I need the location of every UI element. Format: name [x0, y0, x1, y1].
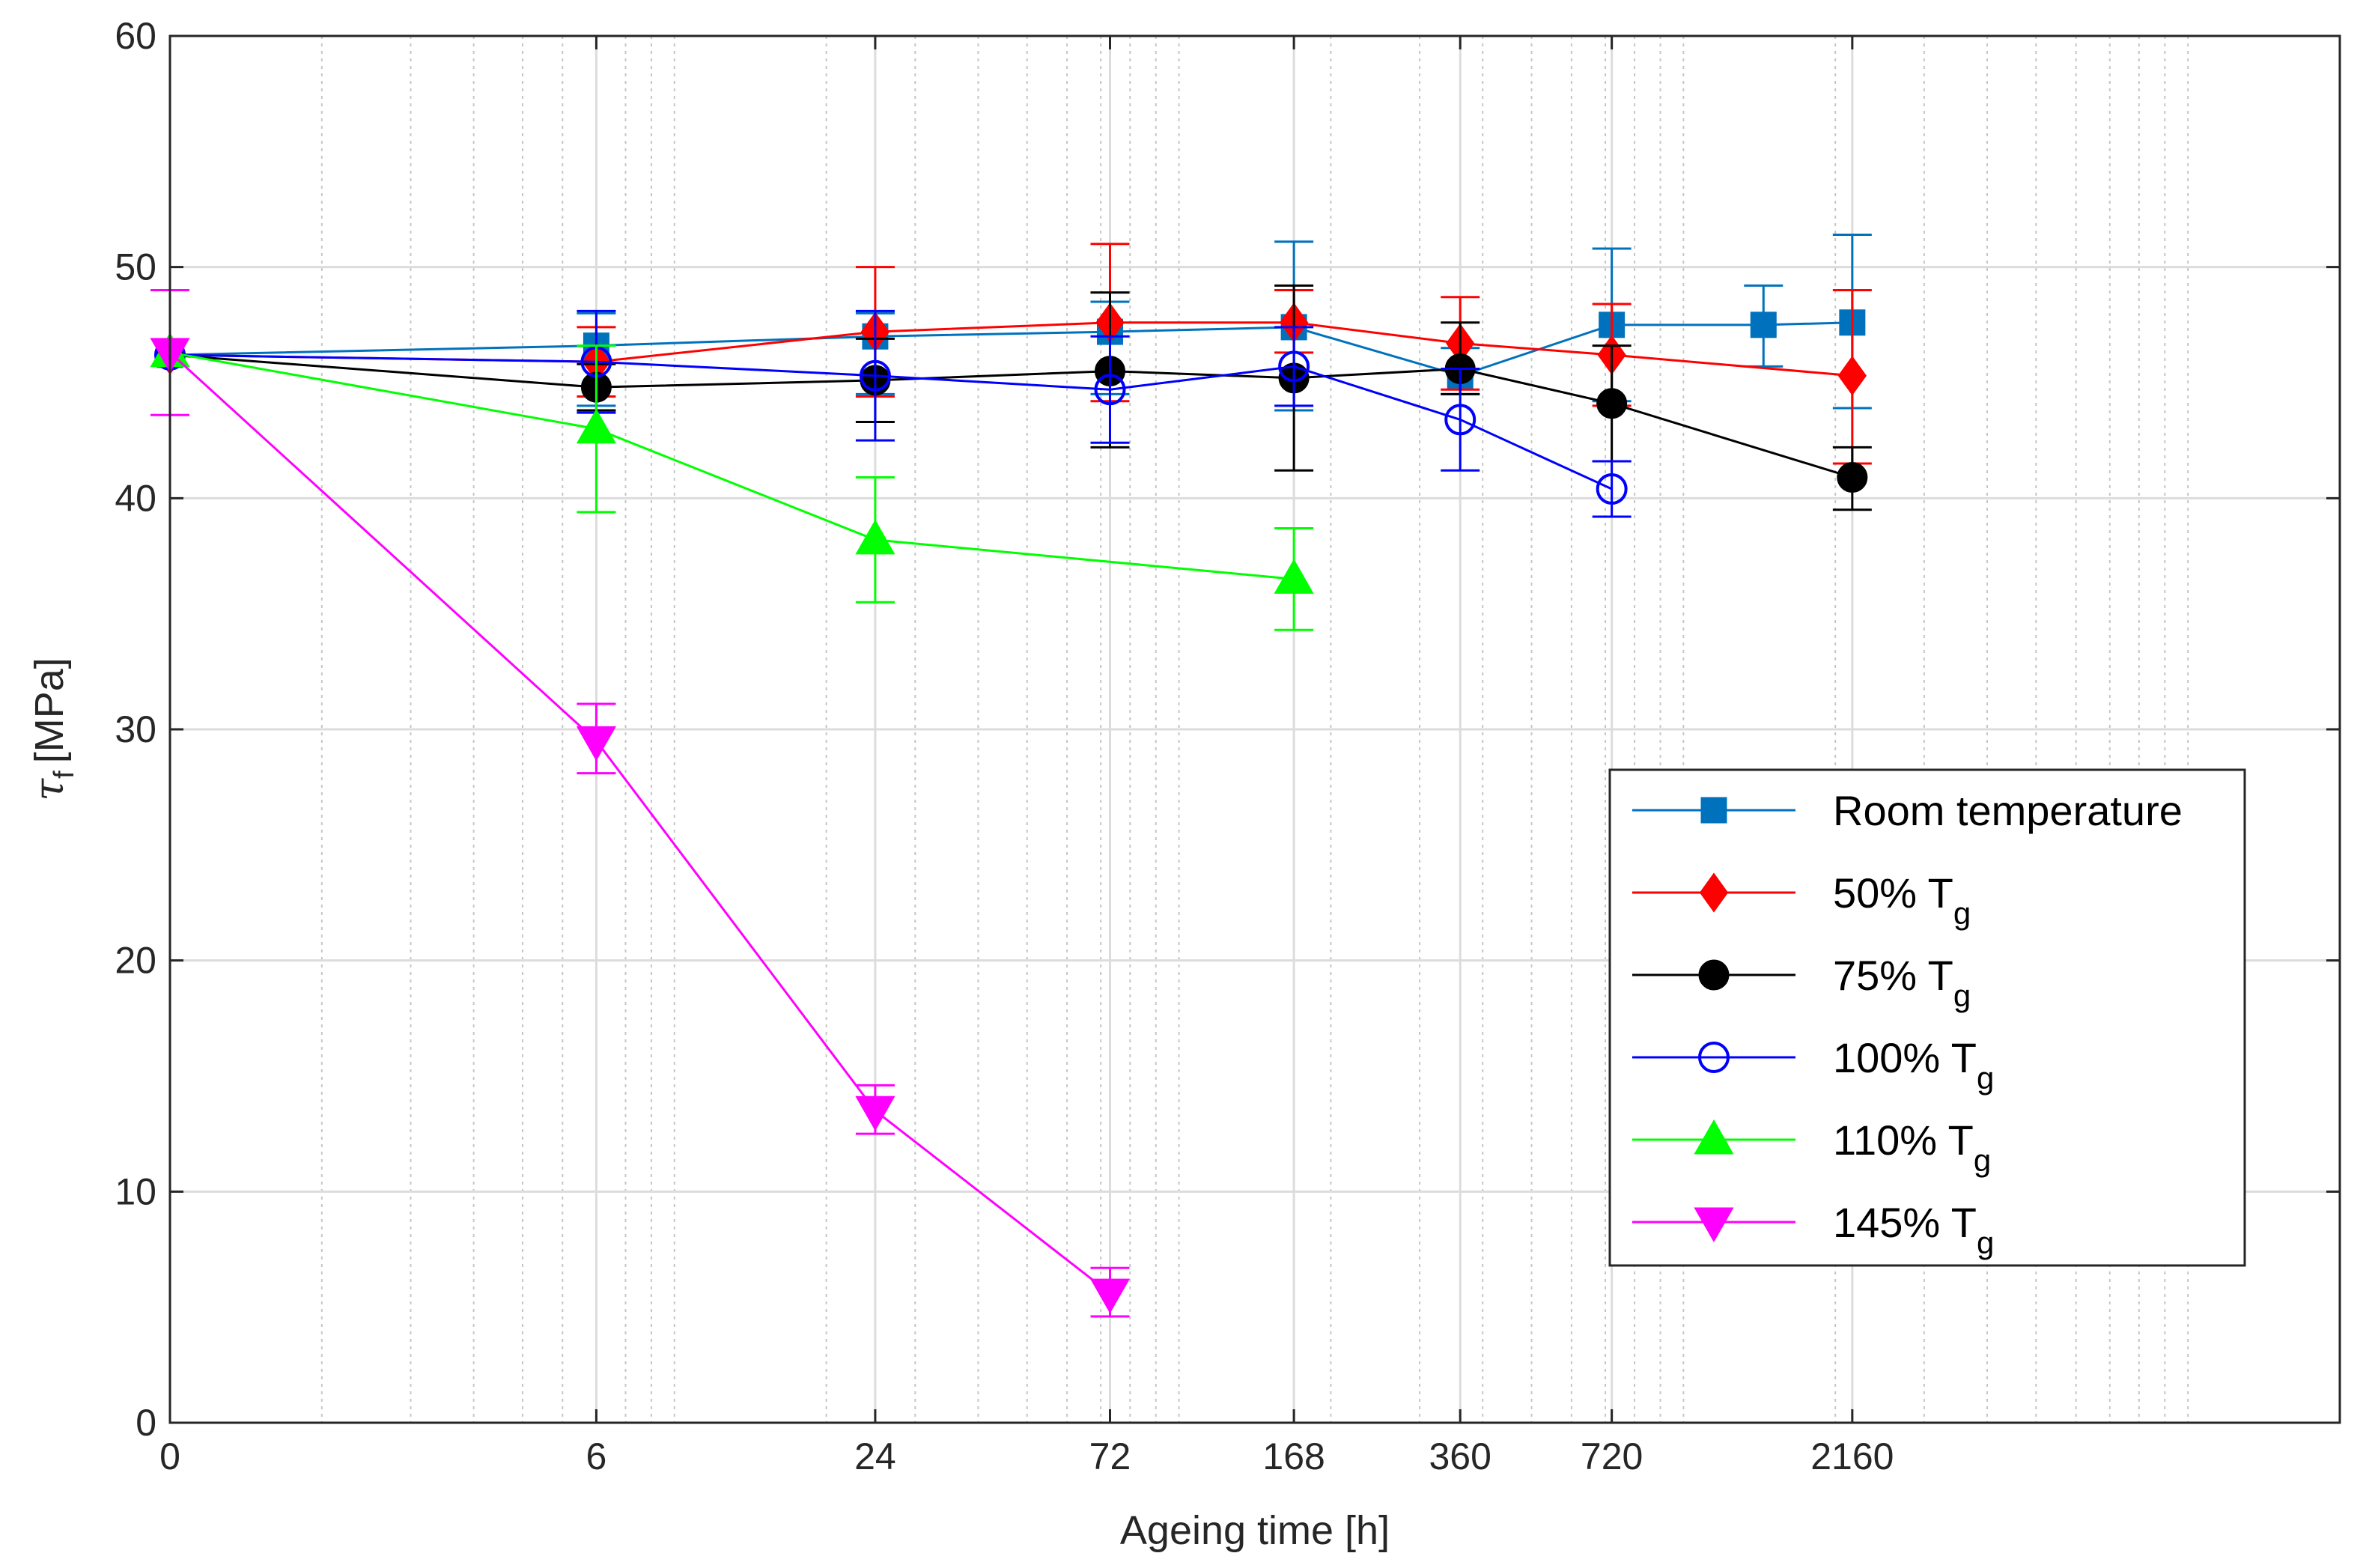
data-point-marker — [1094, 374, 1126, 406]
legend-label: Room temperature — [1833, 787, 2183, 834]
y-tick-label: 50 — [115, 246, 156, 288]
x-tick-label: 0 — [159, 1435, 180, 1477]
legend-item: 50% Tg — [1632, 869, 1971, 931]
data-point-marker — [859, 359, 891, 392]
y-axis-label: τf [MPa] — [25, 657, 80, 800]
data-point-marker — [576, 408, 617, 444]
x-tick-label: 168 — [1262, 1435, 1325, 1477]
x-tick-label: 72 — [1089, 1435, 1131, 1477]
data-point-marker — [1596, 388, 1628, 419]
legend-label-main: 75% T — [1833, 952, 1953, 999]
series-line — [169, 353, 1853, 478]
legend-label: 75% Tg — [1833, 952, 1971, 1013]
data-point-marker — [855, 519, 895, 555]
data-point-marker — [1698, 959, 1730, 991]
series-line — [168, 351, 1111, 1295]
y-tick-label: 30 — [115, 708, 156, 750]
data-point-marker — [1089, 1278, 1131, 1314]
legend-label: 100% Tg — [1833, 1034, 1994, 1096]
data-point-marker — [1837, 356, 1867, 396]
legend-item: 100% Tg — [1632, 1034, 1994, 1096]
series-145-tg — [150, 289, 1131, 1318]
legend-label: 110% Tg — [1833, 1116, 1991, 1178]
data-point-marker — [1694, 1207, 1734, 1243]
data-point-marker — [1700, 797, 1727, 824]
legend-item: 75% Tg — [1632, 952, 1971, 1013]
legend-item: Room temperature — [1632, 787, 2183, 834]
y-tick-label: 10 — [115, 1170, 156, 1212]
legend-label-subscript: g — [1974, 1143, 1991, 1178]
y-tick-label: 20 — [115, 940, 156, 982]
x-tick-label: 720 — [1581, 1435, 1643, 1477]
legend-label-subscript: g — [1953, 896, 1971, 931]
legend-label-main: 110% T — [1833, 1116, 1974, 1164]
data-point-marker — [1699, 872, 1729, 913]
series-layer — [150, 233, 1872, 1318]
legend-label-main: 145% T — [1833, 1199, 1977, 1246]
legend-label-main: 50% T — [1833, 869, 1953, 917]
data-point-marker — [1694, 1119, 1734, 1155]
legend-label: 50% Tg — [1833, 869, 1971, 931]
y-tick-label: 40 — [115, 477, 156, 519]
y-axis-label-symbol: τ — [25, 778, 73, 801]
y-axis-label-subscript: f — [49, 771, 80, 779]
y-tick-label: 0 — [136, 1402, 156, 1444]
series-110-tg — [150, 332, 1314, 631]
data-point-marker — [1444, 404, 1477, 436]
data-point-marker — [855, 1096, 895, 1131]
legend-label-main: 100% T — [1833, 1034, 1977, 1081]
y-tick-label: 60 — [115, 15, 156, 57]
data-point-marker — [1274, 559, 1314, 594]
data-point-marker — [576, 726, 617, 762]
x-axis-label: Ageing time [h] — [1120, 1508, 1390, 1553]
legend-label-main: Room temperature — [1833, 787, 2183, 834]
series-line — [169, 351, 1295, 580]
y-axis-label-unit: [MPa] — [27, 657, 72, 763]
axis-ticks: 0 6 24 72 168 360 720 2160 0 10 20 30 40 50 60 — [115, 15, 2340, 1477]
legend-label-subscript: g — [1977, 1225, 1994, 1260]
data-point-marker — [1750, 312, 1777, 338]
data-point-marker — [1596, 472, 1628, 505]
x-tick-label: 6 — [586, 1435, 607, 1477]
data-point-marker — [1278, 350, 1310, 383]
legend-item: 145% Tg — [1632, 1199, 1994, 1260]
legend-box — [1608, 768, 2246, 1267]
legend-label: 145% Tg — [1833, 1199, 1994, 1260]
x-tick-label: 24 — [854, 1435, 896, 1477]
data-point-marker — [1698, 1042, 1730, 1073]
legend-label-subscript: g — [1953, 978, 1971, 1013]
x-tick-label: 2160 — [1810, 1435, 1894, 1477]
series-line — [169, 321, 1852, 377]
data-point-marker — [1837, 462, 1868, 493]
x-tick-label: 360 — [1429, 1435, 1491, 1477]
legend-item: 110% Tg — [1632, 1116, 1991, 1178]
legend-label-subscript: g — [1977, 1060, 1994, 1096]
